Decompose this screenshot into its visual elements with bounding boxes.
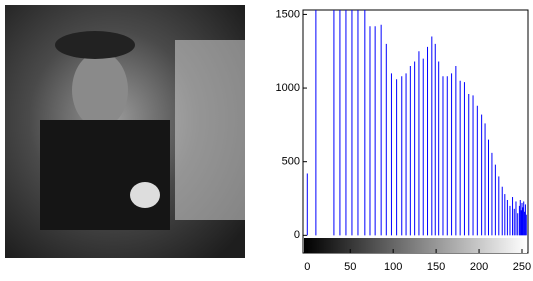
figure: 0 500 1000 1500 0 50 100 150 200 250	[0, 0, 533, 276]
x-tick-label: 150	[427, 261, 445, 273]
y-tick-label: 1500	[276, 8, 300, 20]
x-tick-label: 50	[344, 261, 356, 273]
plot-frame	[303, 10, 528, 253]
y-tick-label: 1000	[276, 82, 300, 94]
colorbar	[304, 238, 527, 253]
y-tick-label: 500	[282, 156, 300, 168]
x-tick-label: 0	[304, 261, 310, 273]
y-tick-label: 0	[294, 229, 300, 241]
x-tick-label: 100	[384, 261, 402, 273]
x-tick-label: 200	[470, 261, 488, 273]
x-tick-label: 250	[513, 261, 531, 273]
photo	[5, 5, 245, 258]
